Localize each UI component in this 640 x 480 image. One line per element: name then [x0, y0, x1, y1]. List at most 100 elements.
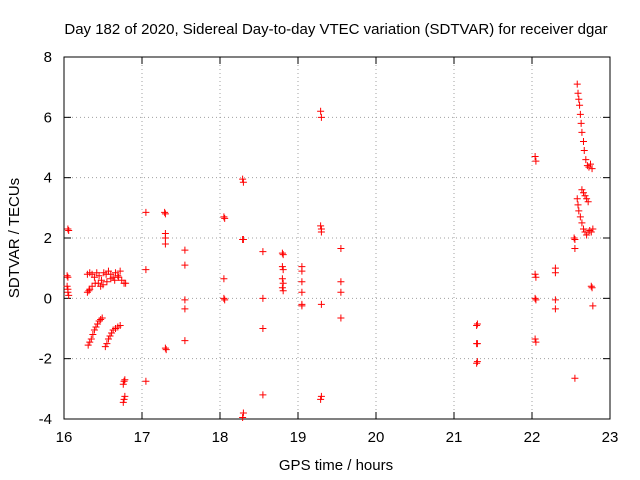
data-point — [531, 270, 539, 278]
data-point — [573, 80, 581, 88]
data-point — [317, 300, 325, 308]
data-point — [84, 341, 92, 349]
data-point — [571, 236, 579, 244]
data-point — [119, 380, 127, 388]
data-point — [64, 225, 72, 233]
data-point — [579, 189, 587, 197]
data-point — [584, 198, 592, 206]
data-point — [570, 234, 578, 242]
data-point — [86, 338, 94, 346]
data-point — [579, 137, 587, 145]
data-point — [587, 160, 594, 168]
x-tick-label: 20 — [368, 429, 385, 446]
data-point — [589, 302, 597, 310]
data-point — [317, 395, 325, 403]
data-point — [161, 208, 169, 216]
x-tick-label: 21 — [446, 429, 463, 446]
data-point — [239, 178, 247, 186]
data-point — [65, 291, 73, 299]
data-point — [98, 314, 106, 322]
data-point — [278, 284, 286, 292]
data-point — [220, 213, 228, 221]
data-point — [279, 251, 287, 259]
data-point — [581, 192, 589, 200]
data-point — [588, 284, 596, 292]
data-point — [577, 119, 585, 127]
data-point — [337, 245, 345, 253]
data-point — [278, 249, 286, 257]
data-point — [317, 113, 325, 121]
data-point — [94, 320, 102, 328]
data-point — [90, 326, 98, 334]
data-point — [181, 305, 189, 313]
chart-title: Day 182 of 2020, Sidereal Day-to-day VTE… — [64, 21, 607, 38]
data-point — [111, 276, 119, 284]
data-point — [551, 269, 559, 277]
data-point — [298, 278, 306, 286]
data-point — [279, 266, 287, 274]
data-point — [573, 195, 581, 203]
data-point — [298, 302, 306, 310]
data-point — [532, 338, 540, 346]
data-point — [142, 266, 150, 274]
data-point — [259, 325, 267, 332]
data-point — [161, 210, 169, 218]
data-point — [298, 267, 306, 275]
data-point — [473, 320, 481, 328]
data-point — [120, 395, 128, 403]
data-point — [337, 278, 345, 286]
y-tick-label: 0 — [44, 290, 52, 307]
data-point — [531, 153, 539, 161]
data-point — [317, 222, 325, 230]
data-point — [103, 340, 111, 348]
data-point — [473, 359, 481, 367]
data-point — [90, 273, 98, 281]
data-point — [588, 165, 596, 173]
data-point — [99, 281, 107, 289]
x-tick-label: 22 — [524, 429, 541, 446]
grid — [64, 57, 610, 419]
data-point — [532, 273, 540, 281]
data-point — [161, 344, 169, 352]
data-point — [162, 346, 170, 354]
y-tick-label: 8 — [44, 49, 52, 66]
data-point — [578, 128, 586, 136]
data-point — [120, 377, 128, 385]
data-point — [575, 207, 583, 215]
x-tick-label: 18 — [212, 429, 229, 446]
y-tick-label: 2 — [44, 230, 52, 247]
data-point — [551, 305, 559, 313]
data-point — [317, 228, 325, 236]
data-point — [576, 213, 584, 221]
data-point — [97, 276, 105, 284]
data-point — [97, 315, 105, 323]
x-tick-label: 23 — [602, 429, 619, 446]
data-point — [317, 107, 325, 115]
data-point — [103, 278, 111, 286]
data-point — [278, 275, 286, 283]
data-point — [239, 413, 247, 421]
data-point — [531, 335, 539, 343]
data-point — [574, 201, 582, 209]
data-point — [583, 195, 591, 203]
data-point — [181, 246, 189, 254]
data-point — [473, 340, 481, 348]
data-point — [121, 376, 129, 384]
data-point — [578, 186, 586, 194]
data-point — [63, 272, 71, 280]
x-axis-label: GPS time / hours — [279, 457, 393, 474]
data-point — [116, 321, 124, 329]
y-tick-label: -4 — [39, 411, 52, 428]
data-point — [181, 261, 189, 269]
data-point — [582, 156, 590, 164]
data-point — [181, 296, 189, 304]
data-point — [574, 89, 582, 97]
data-point — [142, 377, 150, 385]
data-point — [63, 282, 71, 290]
data-point — [583, 231, 591, 239]
data-point — [85, 287, 93, 295]
data-point — [122, 279, 130, 287]
data-point — [161, 240, 169, 248]
data-point — [580, 147, 588, 155]
